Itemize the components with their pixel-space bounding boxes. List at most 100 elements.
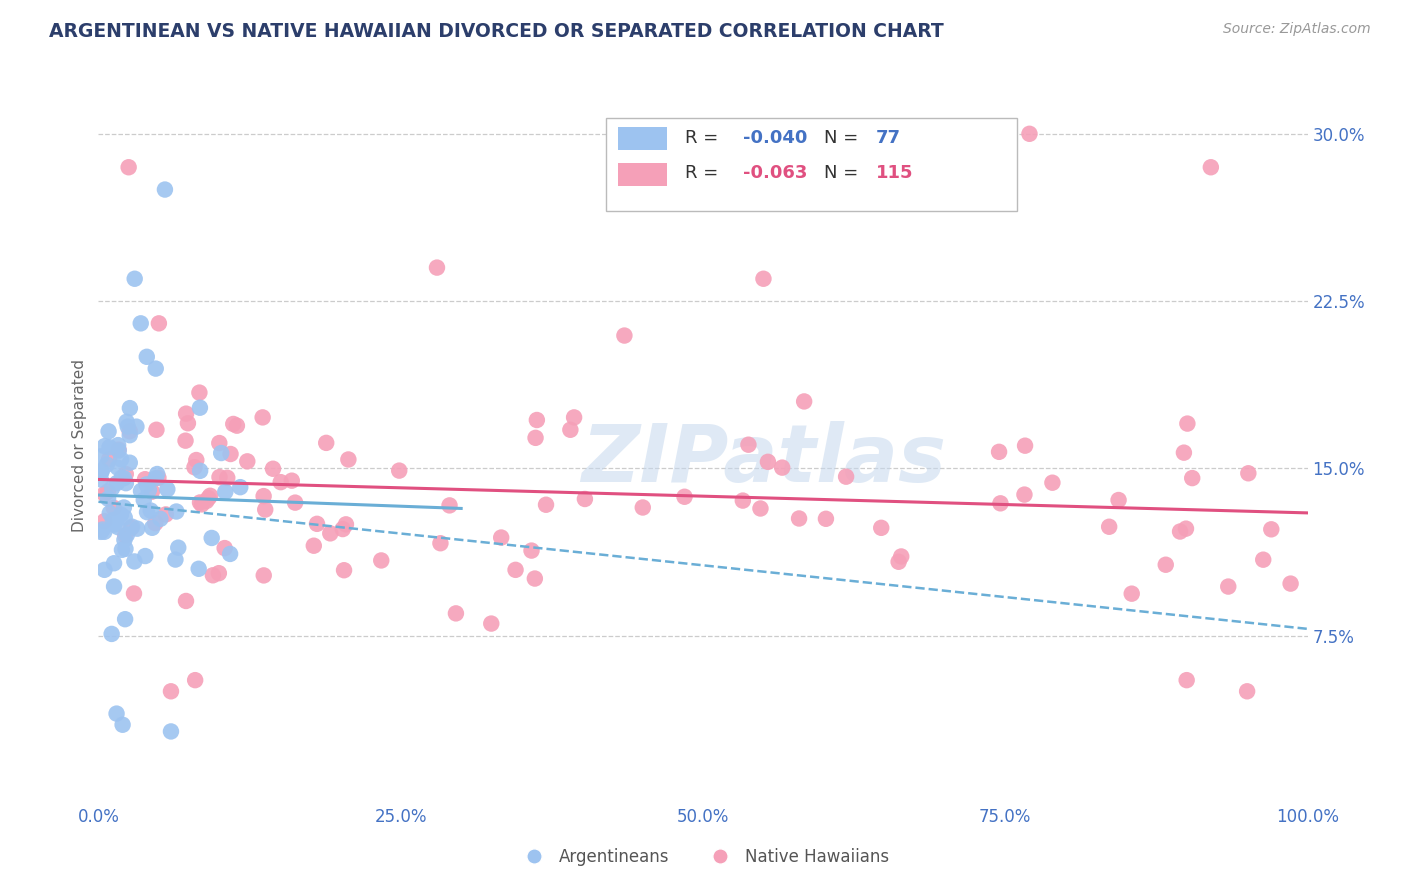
Point	[139, 503, 162, 517]
FancyBboxPatch shape	[619, 127, 666, 150]
Point	[208, 566, 231, 581]
Point	[132, 493, 155, 508]
Point	[631, 500, 654, 515]
Point	[990, 496, 1012, 510]
Point	[98, 452, 121, 467]
Point	[1181, 471, 1204, 485]
Point	[90, 524, 112, 539]
Point	[1199, 161, 1222, 175]
Point	[145, 361, 167, 376]
Point	[115, 476, 138, 491]
Y-axis label: Divorced or Separated: Divorced or Separated	[72, 359, 87, 533]
Point	[184, 673, 207, 687]
Point	[136, 505, 159, 519]
Text: Source: ZipAtlas.com: Source: ZipAtlas.com	[1223, 22, 1371, 37]
Point	[117, 419, 139, 434]
Point	[505, 563, 527, 577]
Point	[103, 556, 125, 570]
Point	[141, 521, 163, 535]
Point	[101, 513, 124, 527]
Point	[153, 182, 176, 196]
Point	[201, 568, 224, 582]
Point	[887, 555, 910, 569]
Point	[111, 542, 134, 557]
Point	[111, 717, 134, 731]
Point	[90, 473, 112, 487]
Point	[98, 506, 121, 520]
Point	[174, 407, 197, 421]
Point	[1175, 673, 1198, 687]
Text: 77: 77	[876, 128, 901, 146]
Point	[756, 455, 779, 469]
Point	[1279, 576, 1302, 591]
Point	[145, 471, 167, 485]
Legend: Argentineans, Native Hawaiians: Argentineans, Native Hawaiians	[510, 842, 896, 873]
Point	[124, 271, 146, 285]
Point	[97, 425, 120, 439]
Point	[121, 519, 143, 533]
Point	[195, 494, 218, 508]
Point	[426, 260, 449, 275]
Point	[560, 423, 582, 437]
Point	[129, 483, 152, 498]
Point	[93, 514, 115, 528]
Point	[225, 418, 247, 433]
Point	[115, 415, 138, 429]
Point	[101, 481, 124, 495]
Point	[118, 428, 141, 442]
Text: N =: N =	[824, 164, 863, 182]
Point	[332, 522, 354, 536]
Point	[188, 385, 211, 400]
Point	[574, 491, 596, 506]
Point	[1237, 467, 1260, 481]
Point	[479, 616, 502, 631]
Point	[870, 521, 893, 535]
Point	[731, 493, 754, 508]
Point	[1042, 475, 1064, 490]
FancyBboxPatch shape	[606, 118, 1018, 211]
Point	[793, 394, 815, 409]
Point	[124, 554, 146, 568]
Point	[127, 522, 149, 536]
Point	[118, 161, 141, 175]
Point	[174, 434, 197, 448]
Point	[160, 684, 183, 698]
Point	[167, 541, 190, 555]
Point	[214, 484, 236, 499]
Point	[110, 452, 132, 467]
Point	[120, 521, 142, 535]
Point	[97, 491, 120, 506]
Point	[107, 443, 129, 458]
Point	[97, 484, 120, 499]
Point	[107, 460, 129, 475]
Point	[1173, 445, 1195, 459]
Point	[429, 536, 451, 550]
Point	[305, 516, 328, 531]
Point	[281, 474, 304, 488]
Point	[105, 706, 128, 721]
Point	[143, 516, 166, 530]
Point	[253, 568, 276, 582]
Point	[165, 552, 187, 566]
Point	[214, 541, 236, 555]
Point	[134, 549, 156, 563]
Point	[93, 487, 115, 501]
Point	[187, 562, 209, 576]
Point	[219, 447, 242, 461]
Point	[149, 512, 172, 526]
Point	[835, 469, 858, 483]
Point	[524, 431, 547, 445]
Point	[1177, 417, 1199, 431]
Point	[1236, 684, 1258, 698]
Point	[90, 450, 112, 464]
Point	[219, 547, 242, 561]
Point	[208, 470, 231, 484]
Point	[534, 498, 557, 512]
Point	[103, 517, 125, 532]
Point	[335, 517, 357, 532]
Text: -0.063: -0.063	[742, 164, 807, 182]
Point	[526, 413, 548, 427]
Text: ZIPatlas: ZIPatlas	[581, 421, 946, 500]
Point	[114, 510, 136, 524]
Point	[93, 563, 115, 577]
